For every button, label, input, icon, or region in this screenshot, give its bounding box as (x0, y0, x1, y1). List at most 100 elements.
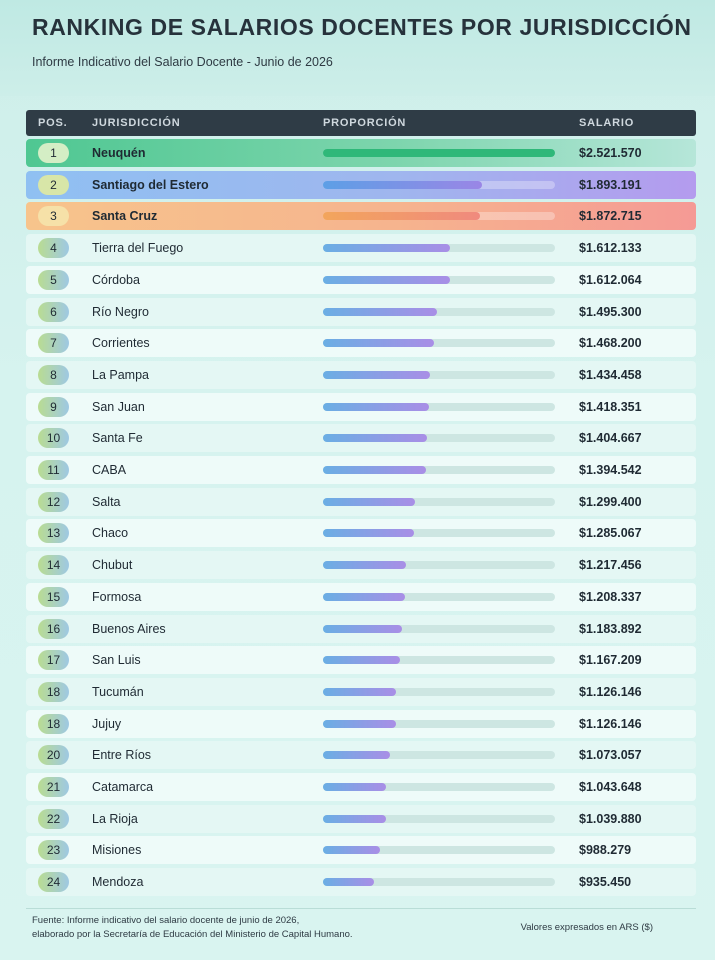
proportion-track (323, 244, 555, 253)
table-header: POS. JURISDICCIÓN PROPORCIÓN SALARIO (26, 110, 696, 136)
table-row: 17 San Luis $1.167.209 (26, 646, 696, 675)
jurisdiction-name: Santa Fe (92, 431, 143, 446)
proportion-bar (323, 244, 451, 253)
proportion-track (323, 180, 555, 189)
rank-badge: 18 (38, 681, 69, 702)
salary-value: $1.073.057 (579, 748, 642, 763)
proportion-bar (323, 307, 438, 316)
page-title: RANKING DE SALARIOS DOCENTES POR JURISDI… (32, 14, 692, 40)
proportion-track (323, 497, 555, 506)
table-row: 21 Catamarca $1.043.648 (26, 773, 696, 801)
proportion-bar (323, 592, 405, 601)
proportion-bar (323, 497, 416, 506)
salary-value: $1.434.458 (579, 367, 642, 382)
jurisdiction-name: Catamarca (92, 780, 154, 794)
table-row: 2 Santiago del Estero $1.893.191 (26, 170, 696, 199)
table-row: 23 Misiones $988.279 (26, 836, 696, 865)
salary-value: $1.893.191 (579, 177, 642, 192)
table-row: 6 Río Negro $1.495.300 (26, 297, 696, 326)
proportion-bar (323, 339, 435, 348)
proportion-track (323, 814, 555, 823)
source-line-2: elaborado por la Secretaría de Educación… (32, 929, 353, 940)
jurisdiction-name: Entre Ríos (92, 748, 152, 763)
salary-value: $1.418.351 (579, 399, 642, 414)
salary-value: $1.404.667 (579, 431, 642, 446)
jurisdiction-name: Mendoza (92, 875, 144, 890)
proportion-bar (323, 180, 482, 189)
proportion-track (323, 878, 555, 887)
jurisdiction-name: San Luis (92, 653, 141, 668)
rank-badge: 14 (38, 555, 69, 576)
column-header-jurisdiction: JURISDICCIÓN (92, 117, 181, 129)
proportion-track (323, 624, 555, 633)
jurisdiction-name: Salta (92, 494, 121, 509)
page-header: RANKING DE SALARIOS DOCENTES POR JURISDI… (0, 0, 715, 96)
proportion-track (323, 719, 555, 728)
source-line-1: Fuente: Informe indicativo del salario d… (32, 915, 300, 926)
proportion-bar (323, 434, 427, 443)
proportion-track (323, 529, 555, 538)
rank-badge: 1 (38, 143, 69, 163)
jurisdiction-name: La Pampa (92, 367, 149, 382)
table-row: 3 Santa Cruz $1.872.715 (26, 202, 696, 231)
salary-value: $1.285.067 (579, 526, 642, 541)
proportion-track (323, 592, 555, 601)
units-note: Valores expresados en ARS ($) (520, 922, 653, 933)
proportion-bar (323, 212, 480, 221)
jurisdiction-name: Chubut (92, 558, 133, 573)
jurisdiction-name: Santiago del Estero (92, 177, 209, 192)
rank-badge: 7 (38, 333, 69, 354)
column-header-proportion: PROPORCIÓN (323, 117, 407, 129)
table-row: 14 Chubut $1.217.456 (26, 551, 696, 580)
rank-badge: 9 (38, 396, 69, 417)
proportion-track (323, 339, 555, 348)
proportion-track (323, 561, 555, 570)
rank-badge: 24 (38, 872, 69, 893)
proportion-bar (323, 656, 401, 665)
proportion-bar (323, 149, 555, 157)
rank-badge: 13 (38, 523, 69, 544)
jurisdiction-name: Jujuy (92, 716, 122, 731)
salary-value: $2.521.570 (579, 146, 642, 160)
salary-value: $1.468.200 (579, 336, 642, 351)
rank-badge: 21 (38, 777, 69, 797)
jurisdiction-name: Chaco (92, 526, 129, 541)
jurisdiction-name: Misiones (92, 843, 142, 858)
table-row: 10 Santa Fe $1.404.667 (26, 424, 696, 453)
salary-value: $1.126.146 (579, 684, 642, 699)
jurisdiction-name: CABA (92, 463, 127, 477)
jurisdiction-name: Río Negro (92, 304, 149, 319)
proportion-track (323, 307, 555, 316)
rank-badge: 23 (38, 840, 69, 861)
table-row: 4 Tierra del Fuego $1.612.133 (26, 234, 696, 263)
proportion-track (323, 751, 555, 760)
proportion-track (323, 783, 555, 791)
rank-badge: 22 (38, 808, 69, 829)
proportion-bar (323, 846, 381, 855)
salary-value: $1.872.715 (579, 209, 642, 224)
jurisdiction-name: Santa Cruz (92, 209, 158, 224)
proportion-track (323, 275, 555, 284)
proportion-track (323, 402, 555, 411)
footer-divider (26, 908, 696, 909)
proportion-track (323, 212, 555, 221)
source-note: Fuente: Informe indicativo del salario d… (32, 914, 353, 942)
proportion-track (323, 687, 555, 696)
rank-badge: 20 (38, 745, 69, 766)
salary-value: $1.126.146 (579, 716, 642, 731)
proportion-bar (323, 719, 396, 728)
rank-badge: 3 (38, 206, 69, 227)
table-row: 18 Tucumán $1.126.146 (26, 677, 696, 706)
proportion-track (323, 149, 555, 157)
page-subtitle: Informe Indicativo del Salario Docente -… (32, 55, 333, 69)
proportion-track (323, 846, 555, 855)
rank-badge: 15 (38, 586, 69, 607)
column-header-salary: SALARIO (579, 117, 635, 129)
jurisdiction-name: Tierra del Fuego (92, 241, 184, 256)
salary-value: $1.183.892 (579, 621, 642, 636)
salary-value: $1.167.209 (579, 653, 642, 668)
rank-badge: 10 (38, 428, 69, 449)
table-row: 7 Corrientes $1.468.200 (26, 329, 696, 358)
jurisdiction-name: San Juan (92, 399, 145, 414)
jurisdiction-name: Formosa (92, 589, 142, 604)
